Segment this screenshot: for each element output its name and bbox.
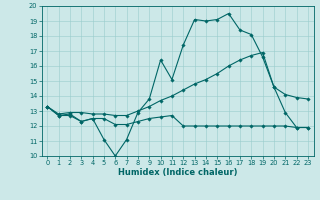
X-axis label: Humidex (Indice chaleur): Humidex (Indice chaleur) [118,168,237,177]
